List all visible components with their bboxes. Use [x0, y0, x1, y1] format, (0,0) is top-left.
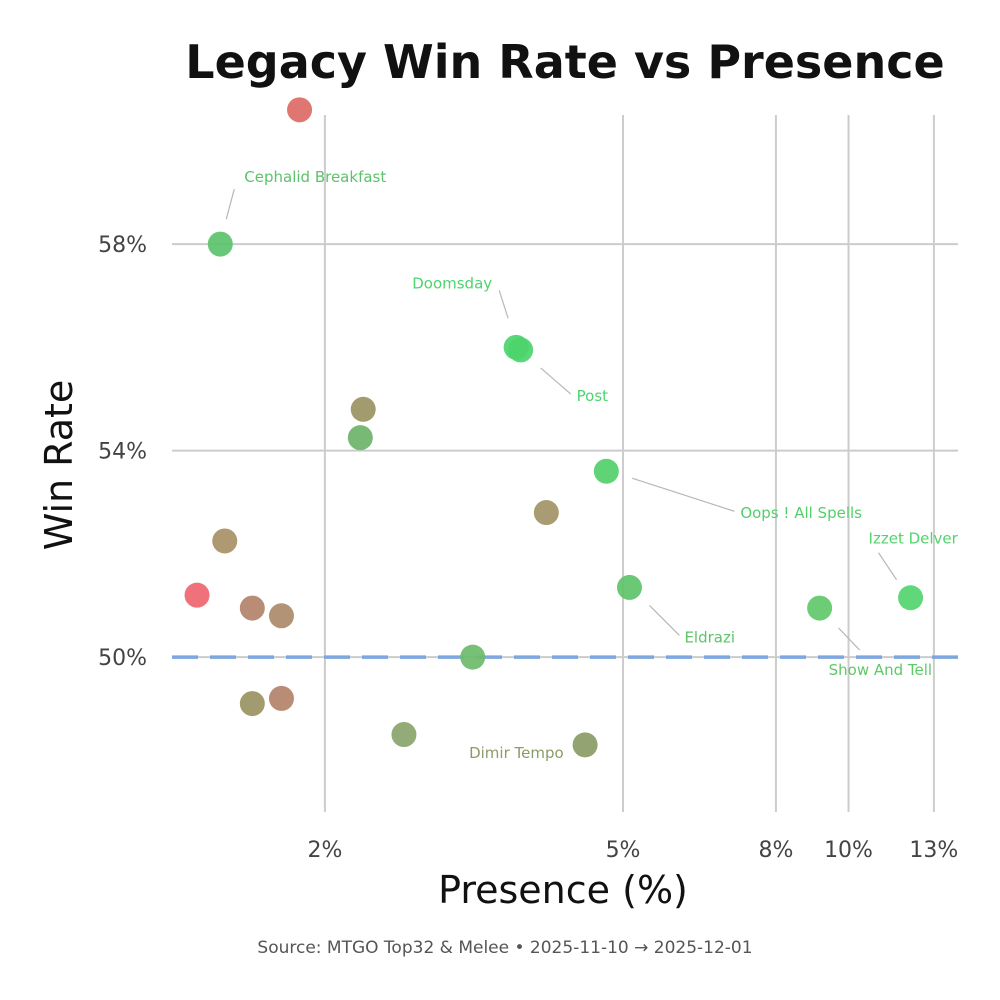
point-label-show-and-tell: Show And Tell [829, 661, 932, 679]
data-point-19 [391, 722, 417, 748]
data-point-cephalid-breakfast [207, 231, 233, 257]
leader-line-oops-all-spells [632, 477, 735, 512]
data-point-12 [184, 582, 210, 608]
data-point-16 [460, 644, 486, 670]
data-point-eldrazi [616, 574, 642, 600]
leader-line-izzet-delver [878, 552, 898, 581]
data-point-dimir-tempo [572, 732, 598, 758]
data-point-18 [268, 685, 294, 711]
point-label-doomsday: Doomsday [412, 274, 492, 292]
leader-line-cephalid-breakfast [225, 188, 235, 220]
data-point-13 [239, 595, 265, 621]
leader-line-post [540, 367, 572, 395]
data-point-17 [239, 691, 265, 717]
data-point-6 [347, 425, 373, 451]
x-tick-label-2: 2% [307, 838, 342, 863]
label-leaders [225, 188, 898, 651]
data-point-oops-all-spells [593, 458, 619, 484]
point-labels: Cephalid Breakfast Doomsday Post Oops ! All… [244, 168, 958, 762]
data-point-izzet-delver [898, 585, 924, 611]
point-label-izzet-delver: Izzet Delver [869, 530, 959, 548]
point-label-eldrazi: Eldrazi [684, 628, 735, 646]
chart-title: Legacy Win Rate vs Presence [185, 35, 944, 89]
data-point-post [508, 337, 534, 363]
data-point-show-and-tell [807, 595, 833, 621]
y-tick-label-54: 54% [98, 440, 147, 465]
source-caption: Source: MTGO Top32 & Melee • 2025-11-10 … [257, 938, 752, 958]
point-label-oops-all-spells: Oops ! All Spells [740, 504, 862, 522]
y-axis-ticks: 50% 54% 58% [98, 233, 147, 671]
x-axis-ticks: 2% 5% 8% 10% 13% [307, 838, 958, 863]
point-label-dimir-tempo: Dimir Tempo [469, 744, 564, 762]
x-tick-label-13: 13% [909, 838, 958, 863]
y-tick-label-50: 50% [98, 646, 147, 671]
data-point-5 [350, 396, 376, 422]
leader-line-eldrazi [649, 604, 680, 636]
x-axis-title: Presence (%) [438, 868, 688, 912]
leader-line-show-and-tell [838, 627, 861, 651]
data-point-9 [212, 528, 238, 554]
y-tick-label-58: 58% [98, 233, 147, 258]
point-label-cephalid-breakfast: Cephalid Breakfast [244, 168, 386, 186]
data-point-8 [533, 500, 559, 526]
x-tick-label-10: 10% [824, 838, 873, 863]
data-point-1 [287, 97, 313, 123]
x-tick-label-5: 5% [606, 838, 641, 863]
data-points [184, 97, 924, 758]
y-axis-title: Win Rate [37, 380, 81, 551]
leader-line-doomsday [498, 290, 509, 319]
point-label-post: Post [577, 387, 609, 405]
x-tick-label-8: 8% [758, 838, 793, 863]
data-point-14 [268, 603, 294, 629]
